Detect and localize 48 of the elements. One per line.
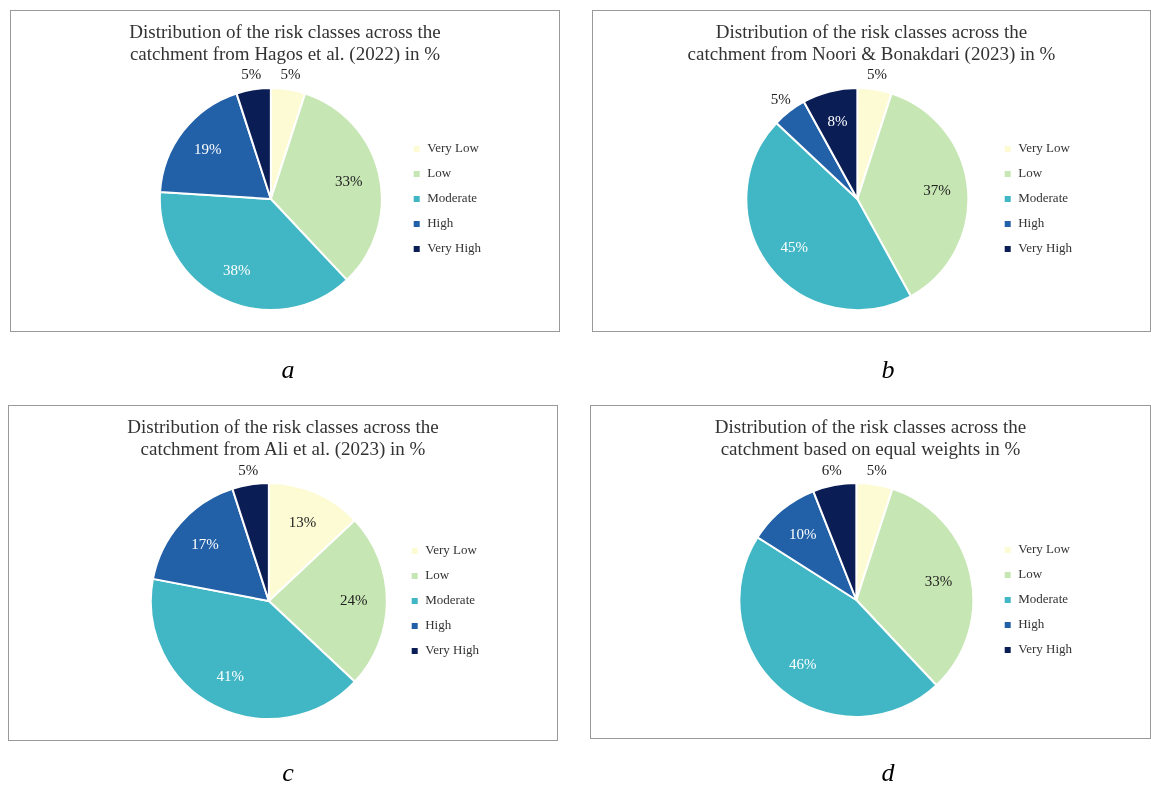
text: d: [880, 758, 896, 788]
legend-label: High: [427, 215, 454, 231]
legend-label: Very High: [1018, 641, 1073, 657]
data-label: 33%: [335, 172, 363, 189]
legend-label: Low: [427, 165, 452, 181]
data-label: 38%: [223, 262, 251, 279]
legend-label: Very Low: [1018, 140, 1071, 156]
legend-label: Low: [425, 567, 450, 583]
data-label: 5%: [280, 66, 301, 83]
chart-title: Distribution of the risk classes across the catchment based on equal weights in %: [713, 416, 1028, 460]
text: b: [880, 355, 896, 385]
data-label: 19%: [193, 140, 222, 157]
legend-label: Low: [1018, 566, 1043, 582]
data-label: 6%: [821, 462, 842, 479]
data-label: 33%: [924, 572, 953, 589]
data-label: 45%: [780, 238, 808, 255]
chart-title: Distribution of the risk classes across the catchment from Hagos et al. (2022) in %: [128, 21, 442, 65]
legend-label: High: [425, 617, 452, 633]
data-label: 10%: [788, 526, 817, 543]
data-label: 37%: [923, 182, 951, 199]
text: c: [281, 758, 295, 788]
legend-label: High: [1018, 616, 1045, 632]
chart-title: Distribution of the risk classes across the catchment from Noori & Bonakdari (2023) in %: [686, 21, 1057, 65]
data-label: 5%: [770, 91, 791, 108]
legend-label: Very High: [427, 240, 482, 256]
data-label: 5%: [241, 66, 262, 83]
text: a: [280, 355, 296, 385]
legend-label: Moderate: [427, 190, 478, 206]
data-label: 46%: [788, 655, 817, 672]
legend-label: High: [1018, 215, 1045, 231]
legend-label: Low: [1018, 165, 1043, 181]
legend-label: Moderate: [1018, 190, 1069, 206]
legend-label: Very Low: [425, 542, 478, 558]
data-label: 5%: [866, 461, 887, 478]
data-label: 41%: [216, 667, 245, 684]
legend-label: Very High: [425, 642, 480, 658]
data-label: 5%: [866, 66, 887, 83]
data-label: 5%: [238, 461, 259, 478]
legend-label: Very High: [1018, 240, 1073, 256]
data-label: 24%: [340, 591, 368, 608]
data-label: 17%: [191, 535, 219, 552]
legend-label: Very Low: [427, 140, 480, 156]
chart-title: Distribution of the risk classes across the catchment from Ali et al. (2023) in %: [126, 416, 440, 460]
data-label: 13%: [288, 513, 317, 530]
legend-label: Moderate: [425, 592, 476, 608]
legend-label: Very Low: [1018, 541, 1071, 557]
data-label: 8%: [827, 112, 848, 129]
legend-label: Moderate: [1018, 591, 1069, 607]
